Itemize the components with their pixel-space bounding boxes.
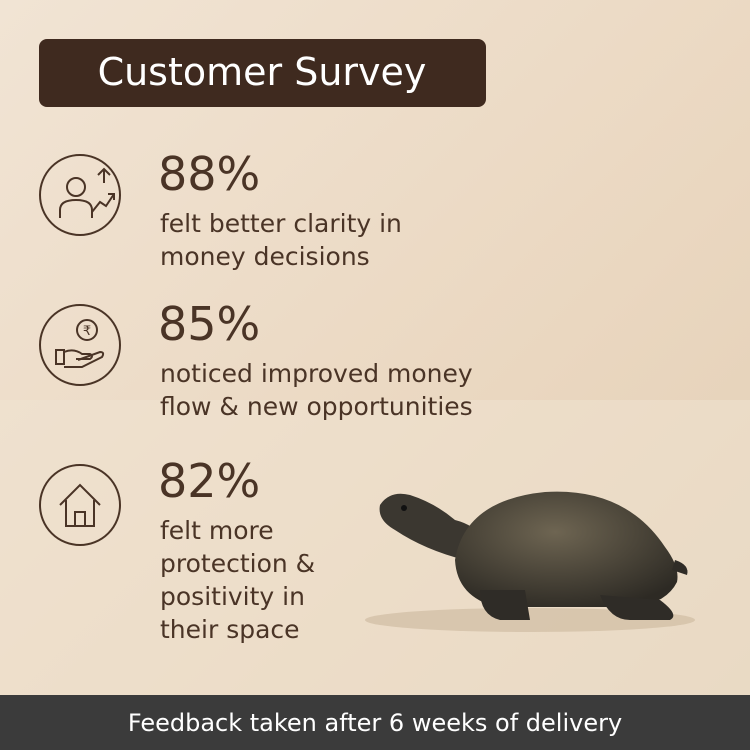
stat-description: their space — [160, 615, 300, 644]
stat-description: felt better clarity in — [160, 209, 402, 238]
stat-description: flow & new opportunities — [160, 392, 473, 421]
turtle-legs — [480, 590, 674, 620]
icon-circle — [39, 304, 121, 386]
icon-person — [66, 177, 86, 197]
stat-description: felt more — [160, 516, 274, 545]
icon-hand — [55, 349, 105, 368]
stat-description: protection & — [160, 549, 315, 578]
icon-rupee: ₹ — [83, 324, 91, 339]
icon-circle — [39, 154, 121, 236]
stat-value: 82% — [158, 454, 260, 508]
stat-value: 85% — [158, 297, 260, 351]
title-box — [39, 39, 486, 107]
icon-person — [59, 198, 93, 218]
stat-value: 88% — [158, 147, 260, 201]
icon-circle — [39, 464, 121, 546]
title: Customer Survey — [98, 50, 427, 94]
turtle-tail — [672, 560, 688, 575]
stat-description: positivity in — [160, 582, 305, 611]
turtle-shell — [455, 491, 678, 607]
footer-bar — [0, 695, 750, 750]
icon-house — [59, 483, 101, 527]
turtle-illustration — [365, 491, 695, 632]
stats: 88% felt better clarity in money decisions… — [158, 147, 473, 644]
icon-coin — [76, 319, 98, 341]
icon-growth — [91, 167, 115, 213]
stat-description: money decisions — [160, 242, 370, 271]
turtle-eye — [401, 505, 407, 511]
turtle-head — [379, 493, 485, 560]
icons: ₹ — [39, 154, 121, 546]
stat-description: noticed improved money — [160, 359, 473, 388]
footer-text: Feedback taken after 6 weeks of delivery — [128, 709, 622, 737]
